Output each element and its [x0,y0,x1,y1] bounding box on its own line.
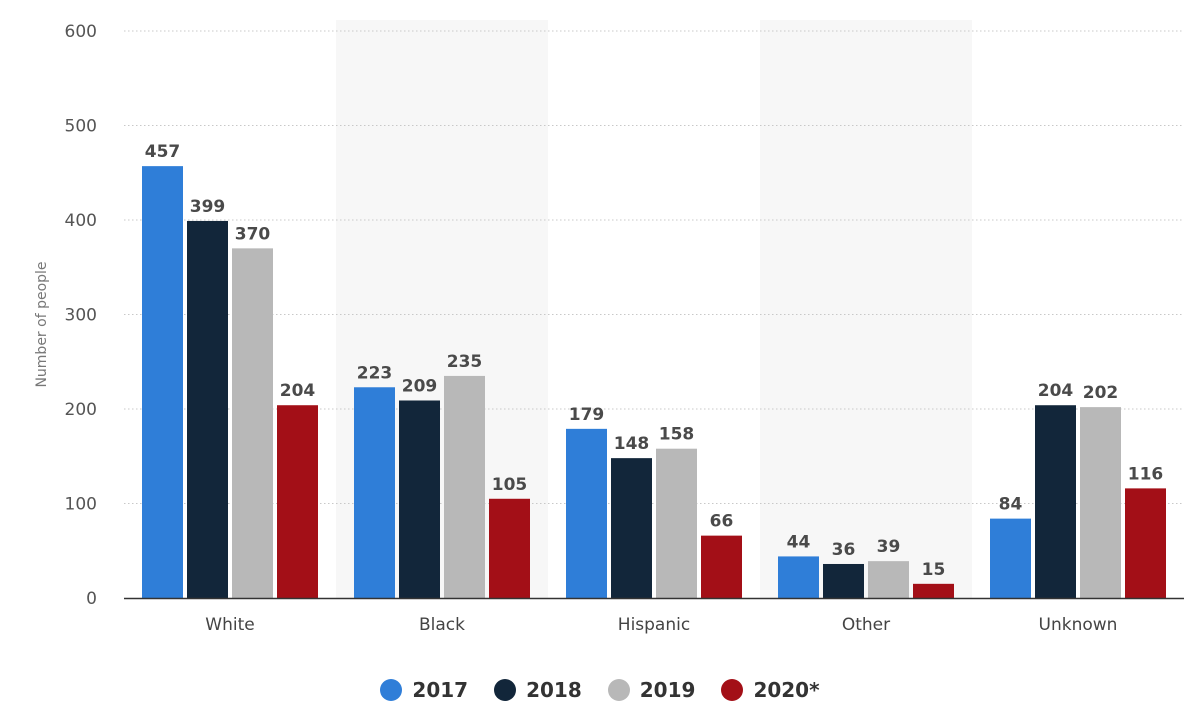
legend-label-2020: 2020* [753,678,820,702]
legend-item-2018[interactable]: 2018 [494,678,582,702]
data-label: 15 [922,560,946,580]
y-tick-label: 400 [65,211,97,231]
bar-unknown-2017[interactable] [990,518,1031,598]
data-label: 39 [877,537,901,557]
data-label: 84 [999,495,1023,515]
data-label: 202 [1083,383,1119,403]
data-label: 457 [145,142,181,162]
x-tick-label: Black [419,615,465,635]
y-tick-label: 500 [65,117,97,137]
legend-item-2017[interactable]: 2017 [380,678,468,702]
data-label: 209 [402,376,438,396]
bar-unknown-2019[interactable] [1080,407,1121,598]
y-tick-label: 200 [65,400,97,420]
y-tick-label: 100 [65,495,97,515]
legend-item-2019[interactable]: 2019 [607,678,696,702]
bar-unknown-2018[interactable] [1035,405,1076,598]
y-axis: 0 100 200 300 400 500 600 [65,22,97,609]
bar-white-2017[interactable] [142,166,183,598]
bar-white-2020[interactable] [277,405,318,598]
data-label: 204 [1038,381,1074,401]
bar-white-2019[interactable] [232,248,273,598]
data-label: 116 [1128,464,1164,484]
data-label: 148 [614,434,650,454]
x-axis: White Black Hispanic Other Unknown [124,597,1184,635]
x-tick-label: White [205,615,254,635]
data-label: 370 [235,224,271,244]
bars [142,166,1166,598]
bar-hispanic-2017[interactable] [566,428,607,598]
legend-marker-2018 [494,679,517,701]
data-label: 399 [190,197,226,217]
data-label: 204 [280,381,316,401]
data-label: 36 [832,540,856,560]
bar-white-2018[interactable] [187,220,228,598]
bar-unknown-2020[interactable] [1125,488,1166,598]
y-axis-label: Number of people [34,261,50,387]
data-labels: 457 399 370 204 223 209 235 105 179 148 158 66 44 36 3… [145,142,1164,580]
legend-label-2018: 2018 [526,678,582,702]
bar-other-2020[interactable] [913,583,954,598]
x-tick-label: Unknown [1039,615,1118,635]
legend-label-2017: 2017 [412,678,469,702]
data-label: 235 [447,352,483,372]
data-label: 179 [569,405,605,425]
bar-black-2018[interactable] [399,400,440,598]
y-tick-label: 300 [65,306,97,326]
category-band [760,20,972,598]
bar-hispanic-2018[interactable] [611,458,652,598]
bar-black-2019[interactable] [444,375,485,598]
legend-label-2019: 2019 [639,678,696,702]
legend: 2017 2018 2019 2020* [0,672,1200,708]
bar-other-2019[interactable] [868,561,909,598]
bar-other-2018[interactable] [823,563,864,598]
legend-marker-2017 [380,679,403,701]
data-label: 66 [710,512,734,532]
data-label: 223 [357,363,393,383]
y-tick-label: 600 [65,22,97,42]
legend-item-2020[interactable]: 2020* [721,678,820,702]
bar-black-2020[interactable] [489,498,530,598]
data-label: 44 [787,532,811,552]
bar-other-2017[interactable] [778,556,819,598]
legend-marker-2019 [607,679,630,701]
bar-chart: 0 100 200 300 400 500 600 Number of people 457… [34,20,1184,635]
bar-hispanic-2019[interactable] [656,448,697,598]
x-tick-label: Other [842,615,890,635]
y-tick-label: 0 [86,589,97,609]
data-label: 105 [492,475,528,495]
x-tick-label: Hispanic [618,615,690,635]
legend-marker-2020 [721,679,744,701]
bar-hispanic-2020[interactable] [701,535,742,598]
bar-black-2017[interactable] [354,387,395,598]
data-label: 158 [659,425,695,445]
